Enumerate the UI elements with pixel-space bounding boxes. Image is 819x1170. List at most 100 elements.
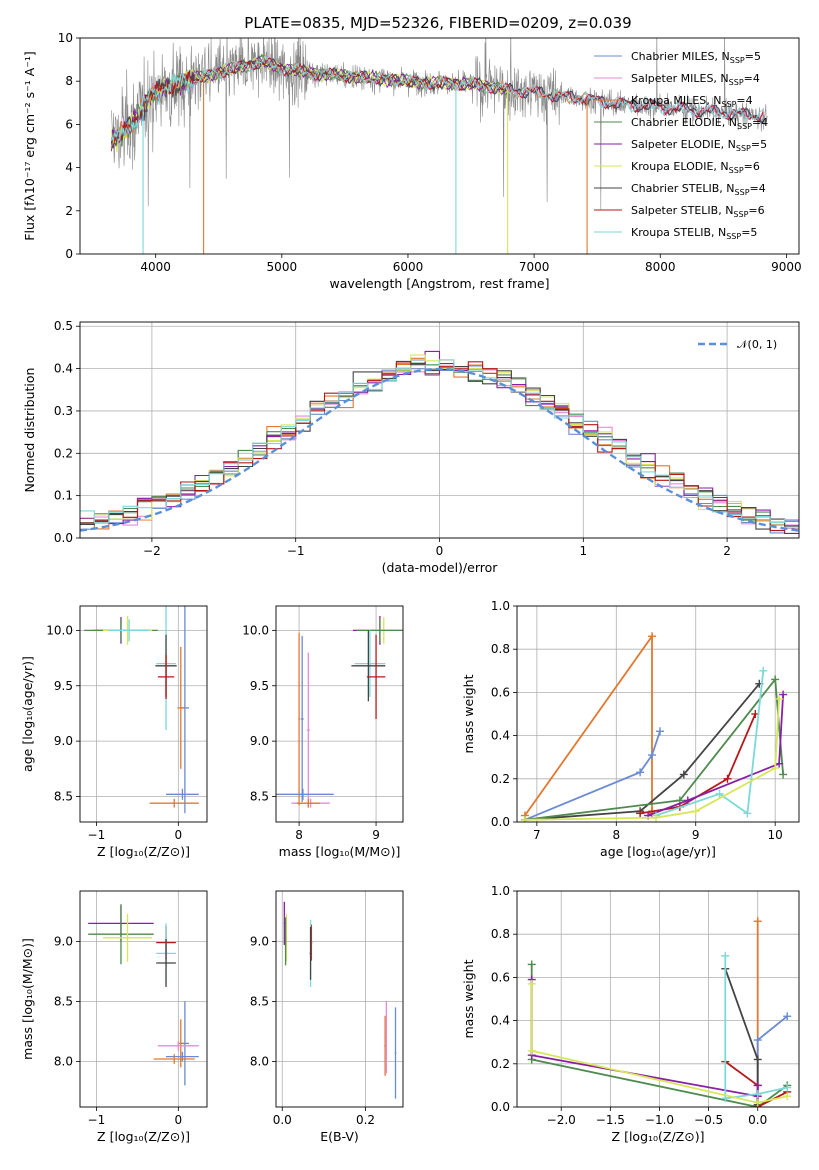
panel-spectrum: 4000 5000 6000 7000 8000 9000 0 2 4 6 8 10 wavelengt… [22, 31, 802, 291]
panels: 4000 5000 6000 7000 8000 90000246810wavelengt… [20, 31, 802, 1144]
legend-entry: Salpeter MILES, NSSP=4 [631, 72, 760, 87]
y-tick-label: 9.0 [250, 734, 269, 748]
mass-weight-line [655, 670, 765, 817]
x-tick-label: −2.0 [547, 1113, 576, 1127]
residual-histogram [80, 359, 799, 524]
plot-area [283, 901, 397, 1099]
y-tick-label: 9.0 [54, 934, 73, 948]
errorbar-point [156, 939, 176, 987]
mass-weight-line [639, 713, 757, 815]
x-tick-label: 0 [436, 544, 444, 558]
x-tick-label: −1 [287, 544, 305, 558]
x-tick-label: 9 [692, 828, 700, 842]
errorbar-point [298, 632, 300, 806]
mass-weight-marker [723, 774, 732, 783]
errorbar-point [354, 630, 386, 697]
x-tick-label: −1.0 [645, 1113, 674, 1127]
errorbar-point [88, 904, 154, 965]
x-tick-label: 6000 [393, 260, 424, 274]
y-tick-label: 8 [65, 74, 73, 88]
x-tick-label: 0.2 [356, 1113, 375, 1127]
mass-weight-line [524, 633, 653, 817]
errorbar-point [384, 1015, 386, 1076]
y-tick-label: 0.1 [54, 489, 73, 503]
mass-weight-marker [715, 789, 724, 798]
y-tick-label: 0.0 [54, 531, 73, 545]
mass-weight-marker [775, 694, 784, 703]
panel-massweight-vs-Z: −2.0 −1.5 −1.0 −0.5 0.0 0.0 0.2 0.4 0.6 0.8 1.0 Z [… [461, 884, 800, 1144]
mass-weight-marker [527, 960, 536, 969]
mass-weight-marker [753, 1090, 762, 1099]
y-tick-label: 0.6 [491, 970, 510, 984]
panel-age-vs-Z: −1 0 8.5 9.0 9.5 10.0 Z [log₁₀(Z/Z⊙)] age [log₁… [20, 605, 208, 859]
errorbar-point [284, 917, 287, 966]
legend-entry: Kroupa ELODIE, NSSP=6 [631, 160, 760, 175]
errorbar-point [306, 652, 310, 808]
observed-spectrum [111, 38, 768, 210]
x-axis-label: Z [log₁₀(Z/Z⊙)] [97, 1129, 190, 1144]
y-tick-label: 9.0 [250, 934, 269, 948]
y-tick-label: 2 [65, 204, 73, 218]
y-tick-label: 0.2 [54, 446, 73, 460]
errorbar-point [283, 901, 286, 945]
legend: Chabrier MILES, NSSP=5 Salpeter MILES, NS… [594, 50, 768, 241]
x-tick-label: 8 [612, 828, 620, 842]
x-tick-label: 2 [723, 544, 731, 558]
plot-area [80, 350, 799, 534]
plot-area [88, 904, 199, 1086]
mass-weight-marker [527, 1046, 536, 1055]
mass-weight-marker [648, 751, 657, 760]
mass-weight-line [524, 731, 661, 821]
x-tick-label: 8 [295, 828, 303, 842]
y-tick-label: 0.0 [491, 815, 510, 829]
mass-weight-marker [771, 675, 780, 684]
axes-frame [79, 37, 800, 255]
mass-weight-line [647, 694, 784, 817]
panel-age-vs-mass: 8 9 8.5 9.0 9.5 10.0 mass [log₁₀(M/M⊙)] [242, 605, 404, 859]
errorbar-point [157, 654, 175, 700]
x-tick-label: 0 [175, 1113, 183, 1127]
mass-weight-marker [636, 768, 645, 777]
y-axis-label: mass [log₁₀(M/M⊙)] [20, 938, 35, 1060]
panel-massweight-vs-age: 7 8 9 10 0.0 0.2 0.4 0.6 0.8 1.0 age [log₁₀(age/yr… [461, 599, 800, 859]
x-axis-label: age [log₁₀(age/yr)] [600, 844, 716, 859]
model-spectrum [111, 57, 764, 152]
errorbar-point [166, 1051, 199, 1062]
legend-entry: Chabrier STELIB, NSSP=4 [631, 182, 766, 197]
axes-frame [79, 890, 208, 1108]
mass-weight-marker [652, 813, 661, 822]
mass-weight-marker [759, 666, 768, 675]
mass-weight-marker [779, 690, 788, 699]
x-axis-label: (data-model)/error [382, 560, 499, 575]
mass-weight-marker [743, 809, 752, 818]
errorbar-point [356, 619, 403, 642]
y-tick-label: 6 [65, 117, 73, 131]
y-tick-label: 4 [65, 161, 73, 175]
x-axis-label: mass [log₁₀(M/M⊙)] [279, 844, 401, 859]
residual-histogram [80, 350, 799, 529]
errorbar-point [108, 619, 150, 642]
y-tick-label: 0.6 [491, 685, 510, 699]
legend-entry: Kroupa STELIB, NSSP=5 [631, 226, 757, 241]
y-tick-label: 8.5 [54, 994, 73, 1008]
x-tick-label: −1.5 [596, 1113, 625, 1127]
axes-frame [79, 605, 208, 823]
grid [80, 606, 207, 822]
errorbar-point [153, 1054, 195, 1064]
errorbar-point [157, 1041, 199, 1051]
errorbar-point [149, 798, 199, 808]
y-tick-label: 0.2 [491, 772, 510, 786]
y-tick-label: 0.4 [491, 729, 510, 743]
mass-weight-marker [783, 1012, 792, 1021]
x-axis-label: wavelength [Angstrom, rest frame] [329, 276, 549, 291]
x-tick-label: −1 [88, 828, 106, 842]
axes-frame [516, 605, 800, 823]
legend: 𝒩(0, 1) [698, 338, 777, 351]
mass-weight-marker [753, 1098, 762, 1107]
x-axis-label: E(B-V) [320, 1129, 359, 1144]
normal-curve [80, 367, 799, 532]
y-tick-label: 0.0 [491, 1100, 510, 1114]
y-axis-label: mass weight [461, 959, 476, 1038]
y-tick-label: 10 [58, 31, 73, 45]
